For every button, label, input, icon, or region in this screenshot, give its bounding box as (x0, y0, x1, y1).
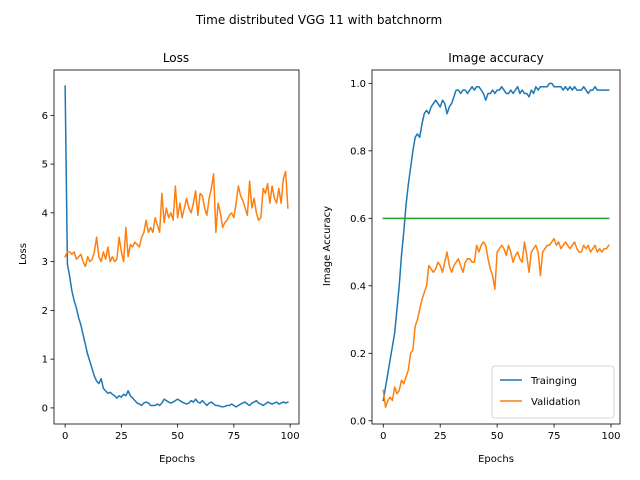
accuracy-x-tick-label: 0 (380, 431, 386, 442)
loss-chart-xlabel: Epochs (159, 454, 195, 465)
accuracy-y-tick-label: 0.0 (350, 416, 366, 427)
accuracy-y-tick-label: 0.4 (350, 281, 366, 292)
accuracy-chart-xlabel: Epochs (478, 454, 514, 465)
accuracy-legend-box (491, 365, 615, 419)
accuracy-chart: Image accuracy Epochs Image Accuracy 0 25… (322, 51, 621, 465)
loss-chart-ylabel: Loss (18, 243, 29, 265)
accuracy-legend-label: Validation (531, 397, 580, 408)
figure-title: Time distributed VGG 11 with batchnorm (195, 13, 442, 27)
accuracy-chart-title: Image accuracy (448, 51, 544, 65)
loss-y-tick-label: 1 (42, 355, 48, 366)
accuracy-y-tick-label: 0.6 (350, 214, 366, 225)
loss-y-tick-label: 0 (42, 404, 48, 415)
loss-y-tick-label: 4 (42, 208, 48, 219)
accuracy-x-tick-label: 50 (491, 431, 504, 442)
loss-x-tick-label: 0 (62, 431, 68, 442)
accuracy-legend: Trainging Validation (491, 365, 615, 419)
accuracy-series-validation (382, 237, 610, 409)
accuracy-x-tick-label: 100 (601, 431, 620, 442)
loss-chart-plot-area: 0 25 50 75 100 0 1 2 3 4 5 6 (42, 69, 300, 442)
loss-axes-frame (53, 69, 300, 425)
loss-chart: Loss Epochs Loss 0 25 50 75 100 0 1 2 3 4 5 6 (18, 51, 300, 465)
loss-series-line-1 (64, 170, 289, 268)
accuracy-chart-ylabel: Image Accuracy (322, 206, 333, 286)
loss-y-tick-label: 2 (42, 306, 48, 317)
loss-x-tick-label: 100 (281, 431, 300, 442)
accuracy-chart-plot-area: 0 25 50 75 100 0.0 0.2 0.4 0.6 0.8 1.0 Trainging Val… (350, 69, 621, 442)
loss-x-tick-label: 75 (228, 431, 241, 442)
loss-y-tick-label: 3 (42, 257, 48, 268)
accuracy-axes-frame (371, 69, 621, 425)
accuracy-y-tick-label: 1.0 (350, 79, 366, 90)
accuracy-y-tick-label: 0.2 (350, 349, 366, 360)
loss-y-tick-label: 5 (42, 160, 48, 171)
accuracy-x-tick-label: 25 (434, 431, 447, 442)
loss-series-line-0 (64, 85, 289, 408)
loss-x-tick-label: 50 (171, 431, 184, 442)
accuracy-y-tick-label: 0.8 (350, 146, 366, 157)
accuracy-x-tick-label: 75 (548, 431, 561, 442)
loss-chart-title: Loss (163, 51, 189, 65)
accuracy-series-trainging (382, 82, 610, 402)
loss-x-tick-label: 25 (115, 431, 128, 442)
accuracy-legend-label: Trainging (530, 376, 577, 387)
loss-y-tick-label: 6 (42, 111, 48, 122)
